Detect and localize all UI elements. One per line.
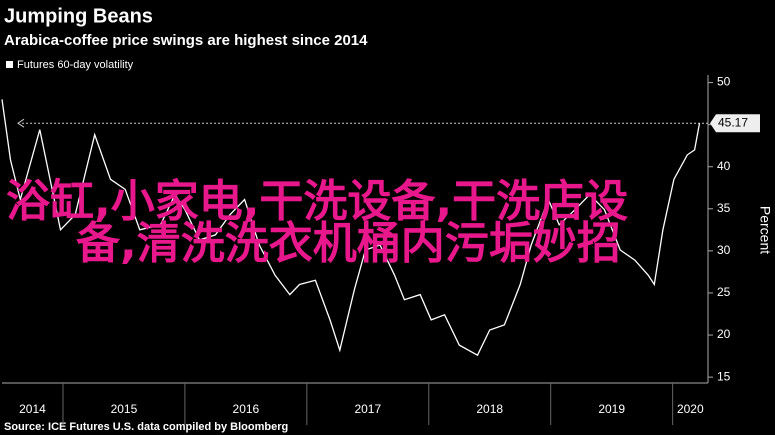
- y-tick-label: 20: [717, 327, 731, 341]
- series-line: [1, 99, 701, 357]
- overlay-text: 浴缸,小家电,干洗设备,干洗店设: [6, 176, 628, 227]
- x-tick-label: 2019: [598, 402, 625, 416]
- y-tick-label: 30: [717, 243, 731, 257]
- last-value-arrow: [17, 118, 25, 128]
- x-tick-label: 2017: [354, 402, 381, 416]
- overlay-text: 备,清洗洗衣机桶内污垢妙招: [76, 218, 621, 269]
- x-tick-label: 2020: [677, 402, 704, 416]
- y-tick-label: 40: [717, 159, 731, 173]
- last-value-box: [710, 114, 760, 133]
- source: Source: ICE Futures U.S. data compiled b…: [4, 421, 288, 433]
- x-tick-label: 2018: [476, 402, 503, 416]
- y-tick-label: 25: [717, 285, 731, 299]
- y-tick-label: 15: [717, 369, 731, 383]
- x-tick-label: 2015: [111, 402, 138, 416]
- chart-subtitle: Arabica-coffee price swings are highest …: [4, 32, 368, 49]
- last-value-label: 45.17: [718, 115, 748, 129]
- y-axis-label: Percent: [757, 206, 773, 254]
- y-tick-label: 50: [717, 75, 731, 89]
- x-tick-label: 2016: [233, 402, 260, 416]
- legend-swatch: [6, 61, 13, 68]
- x-tick-label: 2014: [19, 402, 46, 416]
- y-tick-label: 35: [717, 201, 731, 215]
- legend-label: Futures 60-day volatility: [17, 59, 134, 71]
- chart-title: Jumping Beans: [4, 5, 153, 27]
